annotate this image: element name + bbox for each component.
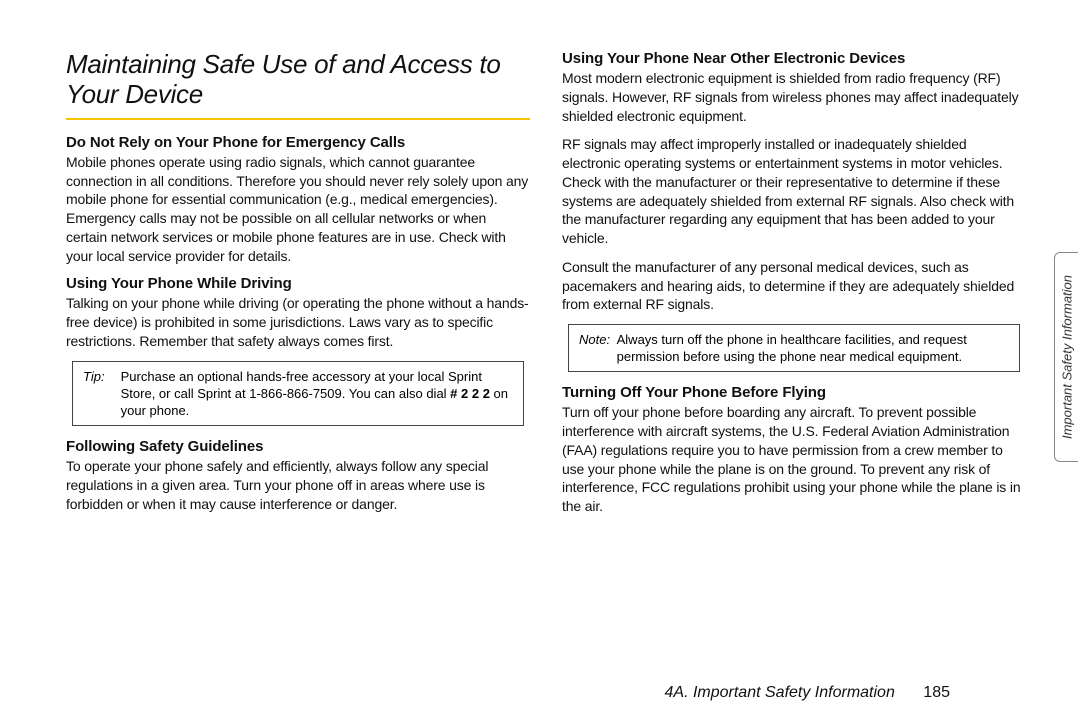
subhead-guidelines: Following Safety Guidelines [66, 438, 530, 455]
tip-callout: Tip: Purchase an optional hands-free acc… [72, 361, 524, 426]
subhead-driving: Using Your Phone While Driving [66, 275, 530, 292]
side-tab-label: Important Safety Information [1059, 275, 1074, 439]
body-guidelines: To operate your phone safely and efficie… [66, 457, 530, 513]
tip-code: # 2 2 2 [450, 386, 490, 401]
tip-text-1: Purchase an optional hands-free accessor… [121, 369, 482, 401]
note-body: Always turn off the phone in healthcare … [617, 331, 1007, 365]
two-column-layout: Maintaining Safe Use of and Access to Yo… [66, 50, 1026, 516]
page-footer: 4A. Important Safety Information 185 [665, 684, 951, 702]
note-callout: Note: Always turn off the phone in healt… [568, 324, 1020, 372]
body-electronics-p2: RF signals may affect improperly install… [562, 135, 1026, 248]
subhead-electronics: Using Your Phone Near Other Electronic D… [562, 50, 1026, 67]
manual-page: Maintaining Safe Use of and Access to Yo… [66, 50, 1026, 680]
subhead-flying: Turning Off Your Phone Before Flying [562, 384, 1026, 401]
right-column: Using Your Phone Near Other Electronic D… [562, 50, 1026, 516]
page-title: Maintaining Safe Use of and Access to Yo… [66, 50, 530, 110]
side-tab: Important Safety Information [1054, 252, 1078, 462]
tip-label: Tip: [83, 368, 117, 385]
note-label: Note: [579, 331, 613, 348]
body-driving: Talking on your phone while driving (or … [66, 294, 530, 350]
body-electronics-p3: Consult the manufacturer of any personal… [562, 258, 1026, 314]
body-flying: Turn off your phone before boarding any … [562, 403, 1026, 516]
left-column: Maintaining Safe Use of and Access to Yo… [66, 50, 530, 516]
title-rule [66, 118, 530, 120]
body-emergency: Mobile phones operate using radio signal… [66, 153, 530, 266]
tip-body: Purchase an optional hands-free accessor… [121, 368, 511, 419]
body-electronics-p1: Most modern electronic equipment is shie… [562, 69, 1026, 125]
footer-section: 4A. Important Safety Information [665, 684, 895, 701]
footer-page-number: 185 [923, 684, 950, 701]
subhead-emergency: Do Not Rely on Your Phone for Emergency … [66, 134, 530, 151]
